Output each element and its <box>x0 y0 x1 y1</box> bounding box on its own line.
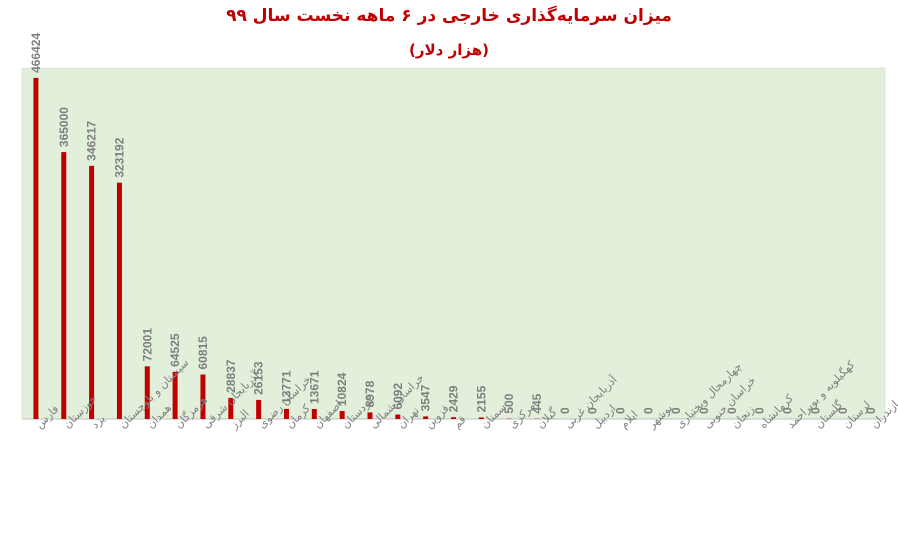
bar <box>478 417 484 419</box>
bar <box>451 417 456 419</box>
data-label: 0 <box>836 407 850 414</box>
bar <box>116 182 122 419</box>
data-label: 13771 <box>279 370 293 404</box>
data-label: 3547 <box>419 384 433 411</box>
data-label: 0 <box>808 407 822 414</box>
data-label: 64525 <box>168 333 182 367</box>
data-label: 2429 <box>447 385 461 412</box>
value-labels-group: 466424 365000 346217 323192 72001 64525 60815 2… <box>29 33 878 414</box>
data-label: 0 <box>558 407 572 414</box>
data-label: 10824 <box>335 372 349 406</box>
chart-title: میزان سرمایه‌گذاری خارجی در ۶ ماهه نخست … <box>226 6 672 26</box>
data-label: 0 <box>753 407 767 414</box>
data-label: 0 <box>669 407 683 414</box>
data-label: 28837 <box>224 359 238 393</box>
data-label: 466424 <box>29 33 43 73</box>
data-label: 0 <box>614 407 628 414</box>
bar <box>33 77 39 420</box>
bar <box>395 414 401 419</box>
data-label: 0 <box>725 407 739 414</box>
data-label: 0 <box>697 407 711 414</box>
bar <box>367 412 373 419</box>
bar <box>283 408 289 419</box>
data-label: 323192 <box>112 137 126 177</box>
data-label: 72001 <box>140 328 154 362</box>
bar <box>172 371 178 419</box>
bar <box>89 165 95 419</box>
plot-area <box>21 67 886 420</box>
data-label: 6092 <box>391 383 405 410</box>
data-label: 0 <box>781 407 795 414</box>
bar <box>144 366 150 419</box>
bar <box>200 374 206 419</box>
bar <box>423 416 429 419</box>
bar <box>61 152 67 419</box>
data-label: 60815 <box>196 336 210 370</box>
bar <box>311 409 317 419</box>
data-label: 445 <box>530 393 544 413</box>
data-label: 2155 <box>474 385 488 412</box>
data-label: 0 <box>586 407 600 414</box>
chart-subtitle: (هزار دلار) <box>409 41 489 59</box>
data-label: 365000 <box>57 107 71 147</box>
bars-group <box>33 77 540 420</box>
data-label: 13671 <box>307 370 321 404</box>
data-label: 500 <box>502 393 516 413</box>
data-label: 346217 <box>85 120 99 160</box>
bar <box>339 411 345 419</box>
data-label: 8978 <box>363 380 377 407</box>
bar <box>228 397 234 419</box>
data-label: 0 <box>864 407 878 414</box>
data-label: 0 <box>641 407 655 414</box>
bar <box>256 399 262 419</box>
data-label: 26153 <box>252 361 266 395</box>
